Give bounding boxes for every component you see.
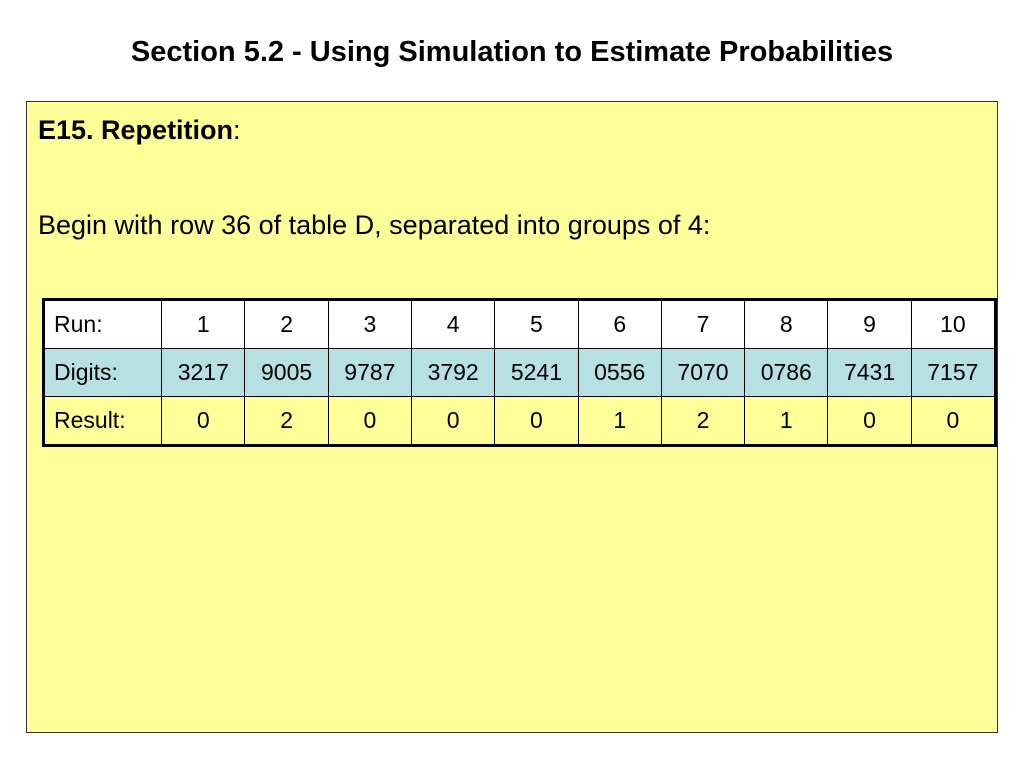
run-cell: 5 <box>494 299 579 349</box>
row-label-result: Result: <box>42 396 163 446</box>
result-cell: 0 <box>411 396 496 446</box>
digits-cell: 7431 <box>827 348 912 397</box>
run-cell: 3 <box>327 299 413 349</box>
table-row-run: Run: 1 2 3 4 5 6 7 8 9 10 <box>42 299 997 349</box>
run-cell: 4 <box>411 299 496 349</box>
result-cell: 0 <box>910 396 997 446</box>
result-cell: 0 <box>327 396 413 446</box>
digits-cell: 5241 <box>494 348 579 397</box>
run-cell: 9 <box>827 299 912 349</box>
row-label-run: Run: <box>42 299 163 349</box>
exercise-heading-label: E15. Repetition <box>38 115 234 145</box>
result-cell: 2 <box>660 396 746 446</box>
result-cell: 0 <box>827 396 912 446</box>
digits-cell: 9787 <box>327 348 413 397</box>
row-label-digits: Digits: <box>42 348 163 397</box>
digits-cell: 7070 <box>660 348 746 397</box>
run-cell: 7 <box>660 299 746 349</box>
exercise-heading: E15. Repetition: <box>38 112 241 148</box>
run-cell: 10 <box>910 299 997 349</box>
result-cell: 0 <box>161 396 246 446</box>
table-row-result: Result: 0 2 0 0 0 1 2 1 0 0 <box>42 396 997 446</box>
run-cell: 2 <box>244 299 329 349</box>
digits-cell: 3792 <box>411 348 496 397</box>
run-cell: 8 <box>744 299 829 349</box>
table-row-digits: Digits: 3217 9005 9787 3792 5241 0556 70… <box>42 348 997 397</box>
run-cell: 1 <box>161 299 246 349</box>
digits-cell: 0556 <box>577 348 662 397</box>
digits-cell: 3217 <box>161 348 246 397</box>
exercise-box: E15. Repetition: Begin with row 36 of ta… <box>26 101 998 733</box>
digits-cell: 0786 <box>744 348 829 397</box>
exercise-instruction: Begin with row 36 of table D, separated … <box>38 210 711 240</box>
digits-cell: 9005 <box>244 348 329 397</box>
result-cell: 1 <box>744 396 829 446</box>
run-cell: 6 <box>577 299 662 349</box>
result-cell: 2 <box>244 396 329 446</box>
simulation-table: Run: 1 2 3 4 5 6 7 8 9 10 Digits: 3217 9… <box>42 298 997 447</box>
digits-cell: 7157 <box>910 348 997 397</box>
result-cell: 0 <box>494 396 579 446</box>
result-cell: 1 <box>577 396 662 446</box>
exercise-heading-colon: : <box>233 115 241 145</box>
slide-title: Section 5.2 - Using Simulation to Estima… <box>130 36 894 68</box>
